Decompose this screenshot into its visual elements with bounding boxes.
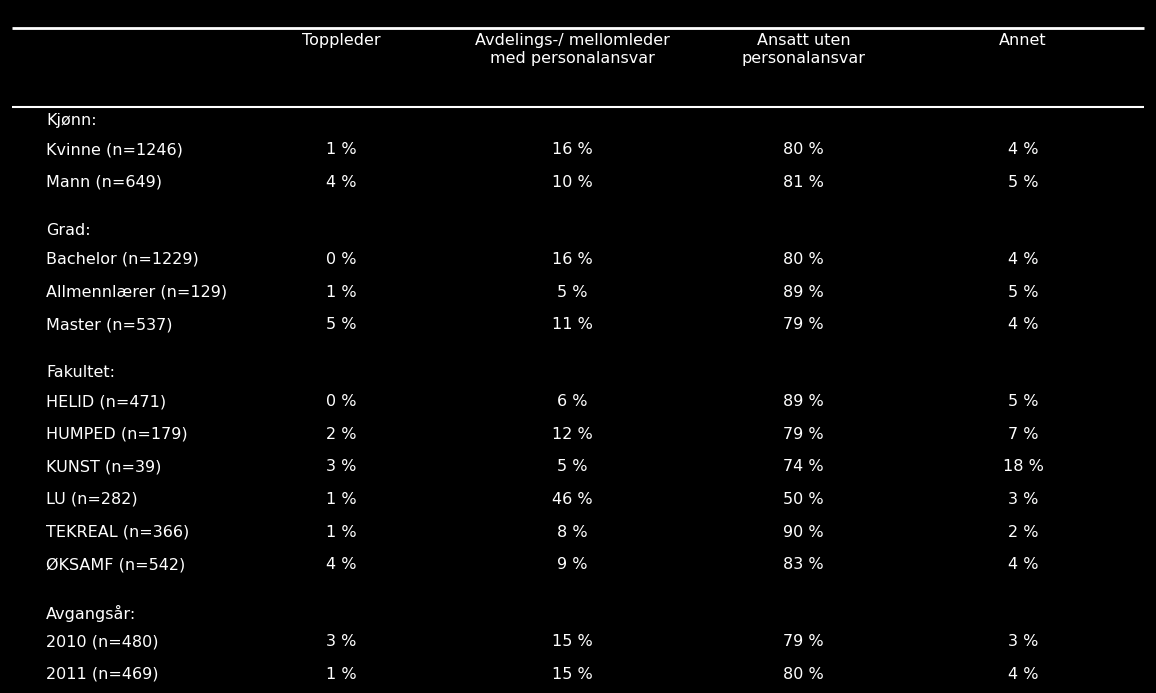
Text: 90 %: 90 % (783, 525, 824, 540)
Text: 16 %: 16 % (551, 252, 593, 267)
Text: 3 %: 3 % (1008, 634, 1038, 649)
Text: 18 %: 18 % (1002, 459, 1044, 475)
Text: Fakultet:: Fakultet: (46, 365, 116, 380)
Text: 80 %: 80 % (783, 142, 824, 157)
Text: 89 %: 89 % (783, 394, 824, 410)
Text: 7 %: 7 % (1008, 427, 1038, 442)
Text: 15 %: 15 % (551, 634, 593, 649)
Text: 89 %: 89 % (783, 285, 824, 299)
Text: 5 %: 5 % (1008, 175, 1038, 190)
Text: Master (n=537): Master (n=537) (46, 317, 172, 332)
Text: 74 %: 74 % (783, 459, 824, 475)
Text: 3 %: 3 % (326, 634, 356, 649)
Text: Avdelings-/ mellomleder
med personalansvar: Avdelings-/ mellomleder med personalansv… (475, 33, 669, 66)
Text: 83 %: 83 % (783, 557, 824, 572)
Text: 1 %: 1 % (326, 285, 356, 299)
Text: 5 %: 5 % (326, 317, 356, 332)
Text: HUMPED (n=179): HUMPED (n=179) (46, 427, 188, 442)
Text: 4 %: 4 % (1008, 142, 1038, 157)
Text: 1 %: 1 % (326, 492, 356, 507)
Text: 0 %: 0 % (326, 252, 356, 267)
Text: HELID (n=471): HELID (n=471) (46, 394, 166, 410)
Text: 4 %: 4 % (326, 175, 356, 190)
Text: TEKREAL (n=366): TEKREAL (n=366) (46, 525, 190, 540)
Text: 1 %: 1 % (326, 667, 356, 682)
Text: 15 %: 15 % (551, 667, 593, 682)
Text: Kjønn:: Kjønn: (46, 113, 97, 128)
Text: 11 %: 11 % (551, 317, 593, 332)
Text: Mann (n=649): Mann (n=649) (46, 175, 162, 190)
Text: 3 %: 3 % (1008, 492, 1038, 507)
Text: 80 %: 80 % (783, 667, 824, 682)
Text: 79 %: 79 % (783, 634, 824, 649)
Text: 8 %: 8 % (557, 525, 587, 540)
Text: Ansatt uten
personalansvar: Ansatt uten personalansvar (741, 33, 866, 66)
Text: 2011 (n=469): 2011 (n=469) (46, 667, 158, 682)
Text: 16 %: 16 % (551, 142, 593, 157)
Text: 5 %: 5 % (557, 459, 587, 475)
Text: 9 %: 9 % (557, 557, 587, 572)
Text: Toppleder: Toppleder (302, 33, 380, 49)
Text: 5 %: 5 % (557, 285, 587, 299)
Text: Annet: Annet (999, 33, 1047, 49)
Text: 12 %: 12 % (551, 427, 593, 442)
Text: 2 %: 2 % (326, 427, 356, 442)
Text: 4 %: 4 % (1008, 252, 1038, 267)
Text: Allmennlærer (n=129): Allmennlærer (n=129) (46, 285, 228, 299)
Text: 1 %: 1 % (326, 525, 356, 540)
Text: Bachelor (n=1229): Bachelor (n=1229) (46, 252, 199, 267)
Text: 4 %: 4 % (1008, 317, 1038, 332)
Text: 3 %: 3 % (326, 459, 356, 475)
Text: 80 %: 80 % (783, 252, 824, 267)
Text: 5 %: 5 % (1008, 394, 1038, 410)
Text: 50 %: 50 % (783, 492, 824, 507)
Text: 1 %: 1 % (326, 142, 356, 157)
Text: 79 %: 79 % (783, 427, 824, 442)
Text: ØKSAMF (n=542): ØKSAMF (n=542) (46, 557, 185, 572)
Text: 4 %: 4 % (1008, 667, 1038, 682)
Text: Avgangsår:: Avgangsår: (46, 605, 136, 622)
Text: 2 %: 2 % (1008, 525, 1038, 540)
Text: KUNST (n=39): KUNST (n=39) (46, 459, 162, 475)
Text: 46 %: 46 % (551, 492, 593, 507)
Text: 2010 (n=480): 2010 (n=480) (46, 634, 158, 649)
Text: 10 %: 10 % (551, 175, 593, 190)
Text: 79 %: 79 % (783, 317, 824, 332)
Text: Kvinne (n=1246): Kvinne (n=1246) (46, 142, 183, 157)
Text: 4 %: 4 % (1008, 557, 1038, 572)
Text: LU (n=282): LU (n=282) (46, 492, 138, 507)
Text: Grad:: Grad: (46, 222, 91, 238)
Text: 0 %: 0 % (326, 394, 356, 410)
Text: 5 %: 5 % (1008, 285, 1038, 299)
Text: 81 %: 81 % (783, 175, 824, 190)
Text: 6 %: 6 % (557, 394, 587, 410)
Text: 4 %: 4 % (326, 557, 356, 572)
